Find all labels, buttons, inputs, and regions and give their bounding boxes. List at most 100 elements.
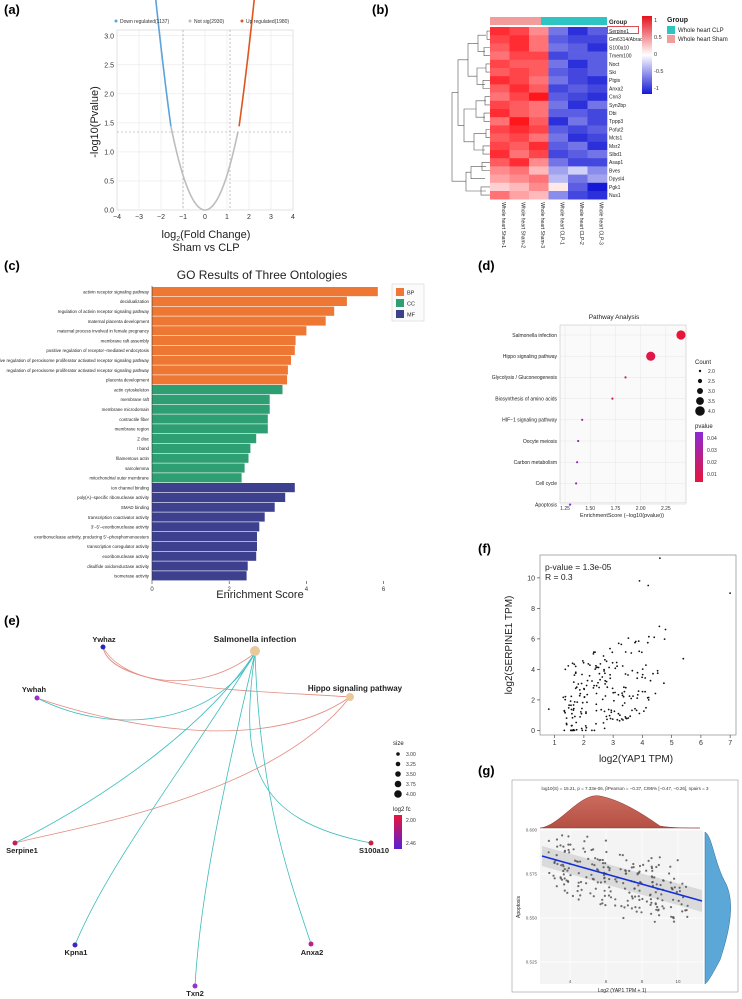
node-ywhaz[interactable] [100, 644, 106, 650]
dendrogram-node-d [457, 59, 468, 126]
node-ywhah[interactable] [34, 695, 40, 701]
pathway-label-5: Oocyte meiosis [523, 439, 558, 445]
regression-point [671, 916, 675, 919]
heatmap-cell [490, 27, 510, 36]
scatter-f-point [581, 673, 583, 676]
scatter-f-point [609, 717, 612, 720]
go-xtick-1: 2 [228, 587, 232, 593]
go-bar-17 [152, 453, 249, 463]
regression-point [637, 895, 640, 898]
go-legend-swatch-BP [396, 288, 404, 296]
node-kpna1[interactable] [72, 942, 78, 948]
regression-point [560, 864, 563, 867]
heatmap-cell [568, 174, 588, 184]
go-xtick-2: 4 [305, 587, 309, 593]
go-category-label-13: contractile fiber [119, 417, 149, 422]
go-category-label-27: exoribonuclease activity [102, 554, 149, 559]
regression-point [601, 862, 605, 865]
scatter-f-point [568, 704, 570, 707]
node-anxa2[interactable] [308, 941, 314, 947]
regression-point [603, 889, 606, 892]
heatmap-gene-label-16: Asap1 [609, 160, 623, 166]
regression-ytick-0: 0.600 [526, 828, 538, 833]
scatter-f-point [647, 699, 650, 701]
pathway-dot-plot: Pathway Analysis Salmonella infection Hip… [492, 314, 717, 519]
heatmap-cell [568, 150, 588, 159]
regression-point [561, 834, 564, 837]
scatter-f-point [581, 701, 584, 704]
regression-point [563, 883, 566, 886]
heatmap-cell [548, 59, 569, 69]
volcano-ytick-2: 1.0 [104, 149, 114, 156]
heatmap-legend-title: Group [667, 17, 688, 24]
legend-clp-label: Whole heart CLP [678, 28, 724, 34]
go-bar-0 [152, 287, 378, 297]
regression-point [604, 904, 607, 907]
node-salmonella-infection[interactable] [250, 646, 260, 656]
heatmap-cell [490, 166, 510, 175]
heatmap-gene-label-1: Gm6314/Abracl [609, 37, 644, 43]
heatmap-sample-label-3: Whole heart CLP-1 [558, 202, 564, 245]
node-label-salmonella: Salmonella infection [214, 634, 297, 644]
node-txn2[interactable] [192, 983, 198, 989]
scatter-f-point [574, 672, 577, 675]
scatter-f-point [624, 716, 627, 718]
regression-point [651, 876, 654, 879]
regression-point [559, 876, 562, 879]
regression-point [587, 857, 590, 861]
heatmap-gene-label-19: Pgk1 [609, 185, 621, 191]
scatter-f-point [617, 712, 620, 715]
regression-point [590, 873, 593, 876]
heatmap-cell [548, 158, 569, 167]
node-serpine1[interactable] [12, 840, 18, 846]
regression-y-ticks: 0.600 0.575 0.550 0.525 [526, 828, 538, 965]
heatmap-cell [529, 92, 549, 102]
heatmap-gene-label-3: Tmem100 [609, 54, 632, 60]
scatter-f-point [613, 710, 616, 713]
scatter-f-point [682, 657, 685, 660]
regression-point [650, 901, 653, 904]
network-size-legend-label-2: 3.50 [406, 772, 416, 778]
scatter-f-point [594, 668, 597, 670]
scatter-f-point [624, 651, 627, 653]
legend-up-marker [240, 19, 244, 23]
regression-point [567, 867, 570, 870]
regression-point [623, 887, 627, 890]
go-category-label-6: positive regulation of receptor−mediated… [46, 348, 149, 353]
heatmap-cell [490, 158, 510, 167]
regression-point [599, 903, 602, 906]
scatter-f-point [652, 672, 654, 675]
scatter-f-point [623, 686, 625, 689]
scatter-f-point [611, 651, 614, 654]
go-bar-2 [152, 306, 335, 316]
regression-point [605, 850, 608, 854]
go-category-label-29: isomerase activity [114, 574, 150, 579]
node-s100a10[interactable] [368, 840, 374, 846]
regression-point [576, 860, 580, 863]
regression-point [593, 864, 596, 867]
heatmap-gene-label-11: Tppp3 [609, 119, 623, 125]
scatter-f-point [565, 717, 568, 719]
panel-label-b: (b) [372, 2, 389, 17]
heatmap-gene-labels: Serpine1 Gm6314/Abracl S100a10 Tmem100 Noct S… [609, 29, 644, 199]
heatmap-cell [529, 43, 549, 52]
scatter-f-point [592, 651, 595, 654]
node-hippo-signaling[interactable] [346, 693, 354, 701]
volcano-y-ticks: 0.0 0.5 1.0 1.5 2.0 2.5 3.0 [104, 33, 114, 214]
regression-point [556, 862, 559, 866]
scatter-f-point [658, 625, 661, 628]
regression-point [662, 907, 665, 910]
regression-point [603, 877, 606, 880]
regression-point [604, 862, 607, 865]
regression-point [681, 882, 684, 885]
regression-point [568, 851, 571, 854]
regression-point [608, 886, 611, 889]
heatmap-cell [529, 174, 549, 184]
heatmap-cell [548, 76, 569, 85]
heatmap-gene-label-2: S100a10 [609, 45, 629, 51]
edge-salmonella-ywhaz [102, 646, 256, 682]
heatmap-cell [509, 100, 530, 110]
regression-point [661, 905, 664, 908]
regression-xtick-2: 8 [641, 979, 644, 984]
regression-point [592, 895, 595, 898]
